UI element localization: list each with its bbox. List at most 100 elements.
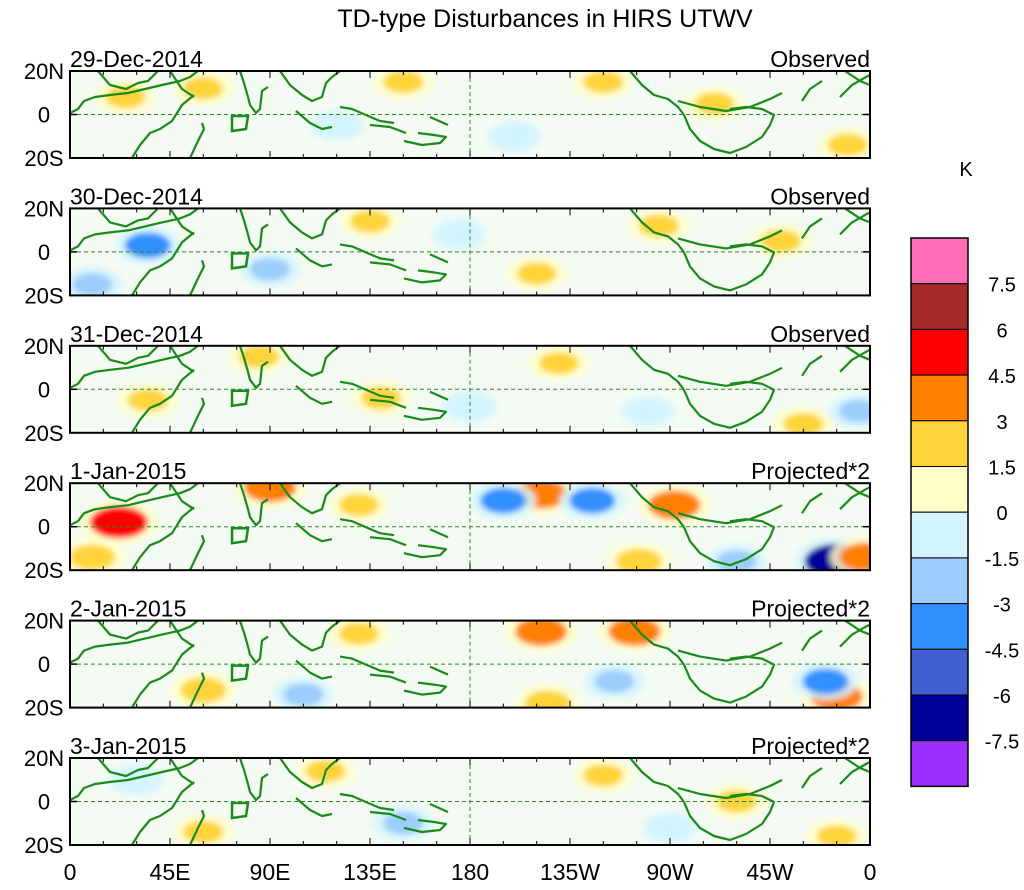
x-tick-label: 0 [64,859,77,885]
y-tick-label: 20S [24,146,63,171]
coastline [682,380,776,429]
y-tick-label: 20N [24,471,64,496]
anomaly-field [117,345,870,433]
panel-type-label: Projected*2 [751,733,870,759]
map-panel: 20N 0 20S 1-Jan-2015 Projected*2 [24,458,871,583]
coastline [295,247,333,268]
panel-type-label: Observed [770,321,870,347]
coastline [238,71,269,115]
map-panel: 20N 0 20S 3-Jan-2015 Projected*2 [24,733,871,858]
panel-date-label: 29-Dec-2014 [70,46,203,72]
coastline [70,208,199,252]
coastlines [70,483,870,571]
colorbar-bin [910,603,969,650]
coastline [369,123,407,135]
y-tick-label: 20N [24,59,64,84]
reference-box [230,801,250,820]
coastline [295,384,333,405]
anomaly-blob [839,542,870,571]
anomaly-blob [838,399,870,423]
x-tick-label: 135W [540,859,600,885]
x-tick-label: 135E [343,859,397,885]
colorbar-level-label: -7.5 [985,732,1019,754]
colorbar-level-label: -3 [993,595,1011,617]
coastline [131,506,195,571]
coastline [97,758,159,778]
coastline [189,397,206,433]
anomaly-field [70,483,870,571]
anomaly-blob [70,544,116,570]
panel-type-label: Observed [770,46,870,72]
coastline [238,345,269,389]
x-tick-label: 45E [150,859,191,885]
coastline [801,767,823,789]
coastline [279,208,341,240]
coastline [403,406,448,421]
anomaly-blob [594,670,635,693]
map-panel: 20N 0 20S 30-Dec-2014 Observed [24,183,871,308]
coastline [295,110,333,131]
anomaly-blob [383,812,424,835]
anomaly-blob [180,677,227,703]
colorbar-bin [910,420,969,467]
panel-group: 20N 0 20S 29-Dec-2014 Observed 20N 0 20S 30-Dec-… [24,46,871,858]
coastline [70,71,199,114]
y-tick-label: 20N [24,334,64,359]
colorbar-level-label: -4.5 [985,640,1019,662]
anomaly-blob [441,224,476,245]
panel-date-label: 3-Jan-2015 [70,733,186,759]
coastline [189,534,206,571]
colorbar-level-label: 1.5 [988,458,1016,480]
coastline [131,231,195,296]
colorbar-bin [910,283,969,330]
anomaly-blob [694,92,735,115]
panel-date-label: 1-Jan-2015 [70,458,186,484]
coastline [279,71,341,103]
x-axis: 0 45E 90E 135E 180 135W 90W 45W 0 [64,859,877,885]
anomaly-blob [250,258,290,281]
coastline [629,483,685,528]
coastline [369,536,407,547]
coastline [169,345,195,373]
anomaly-blob [183,820,224,844]
colorbar-bin [910,374,969,422]
colorbar: 7.5 6 4.5 3 1.5 0 -1.5 -3 -4.5 -6 -7.5 [910,237,1019,788]
anomaly-blob [127,388,168,412]
anomaly-blob [615,548,662,571]
coastline [279,483,341,515]
anomaly-blob [653,818,687,838]
coastline [70,345,199,389]
coastline [629,758,685,803]
coastline [238,483,269,527]
x-tick-label: 90E [250,859,291,885]
anomaly-blob [583,764,624,787]
coastline [369,810,407,822]
panel-date-label: 30-Dec-2014 [70,183,203,209]
anomaly-blob [827,133,868,157]
coastline [97,71,159,91]
coastline [801,354,823,377]
panel-type-label: Projected*2 [751,596,870,622]
map-panel: 20N 0 20S 29-Dec-2014 Observed [24,46,871,171]
colorbar-level-label: 7.5 [988,275,1016,297]
colorbar-bin [910,511,969,559]
coastline [844,71,870,87]
anomaly-blob [338,493,379,517]
coastline [169,208,195,236]
colorbar-level-label: 0 [996,503,1007,525]
coastline [169,71,195,98]
anomaly-blob [802,668,849,695]
chart-title: TD-type Disturbances in HIRS UTWV [337,5,753,33]
coastline [403,269,448,284]
anomaly-blob [124,232,171,259]
coastline [801,629,823,652]
anomaly-blob [238,345,279,368]
y-tick-label: 20N [24,609,64,634]
coastline [131,368,195,433]
anomaly-blob [630,401,665,421]
coastline [131,94,195,158]
coastline [682,105,776,155]
reference-box [230,664,250,683]
colorbar-bin [910,557,969,605]
anomaly-blob [515,620,568,646]
